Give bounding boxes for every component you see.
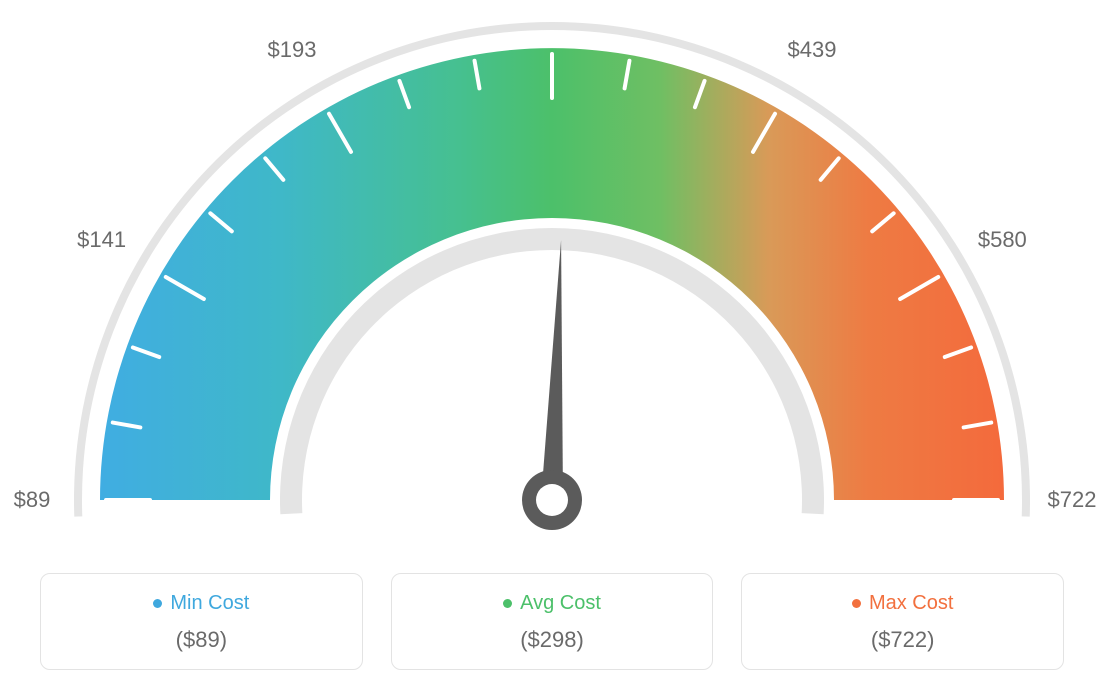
legend-dot-avg [503, 599, 512, 608]
legend-label-avg: Avg Cost [520, 592, 601, 614]
legend-card-min: Min Cost ($89) [40, 573, 363, 670]
gauge: $89$141$193$298$439$580$722 [0, 0, 1104, 560]
legend-dot-min [153, 599, 162, 608]
gauge-tick-label: $722 [1048, 487, 1097, 513]
gauge-tick-label: $580 [978, 227, 1027, 253]
legend-label-min: Min Cost [170, 592, 249, 614]
gauge-svg [0, 0, 1104, 560]
legend-card-avg: Avg Cost ($298) [391, 573, 714, 670]
legend-label-max: Max Cost [869, 592, 953, 614]
gauge-tick-label: $193 [268, 37, 317, 63]
legend-title-avg: Avg Cost [402, 592, 703, 615]
legend-value-min: ($89) [51, 627, 352, 653]
gauge-tick-label: $141 [77, 227, 126, 253]
legend-value-avg: ($298) [402, 627, 703, 653]
legend-card-max: Max Cost ($722) [741, 573, 1064, 670]
legend-row: Min Cost ($89) Avg Cost ($298) Max Cost … [40, 573, 1064, 670]
gauge-tick-label: $89 [14, 487, 51, 513]
gauge-tick-label: $439 [788, 37, 837, 63]
legend-value-max: ($722) [752, 627, 1053, 653]
legend-dot-max [852, 599, 861, 608]
chart-container: $89$141$193$298$439$580$722 Min Cost ($8… [0, 0, 1104, 690]
legend-title-min: Min Cost [51, 592, 352, 615]
legend-title-max: Max Cost [752, 592, 1053, 615]
